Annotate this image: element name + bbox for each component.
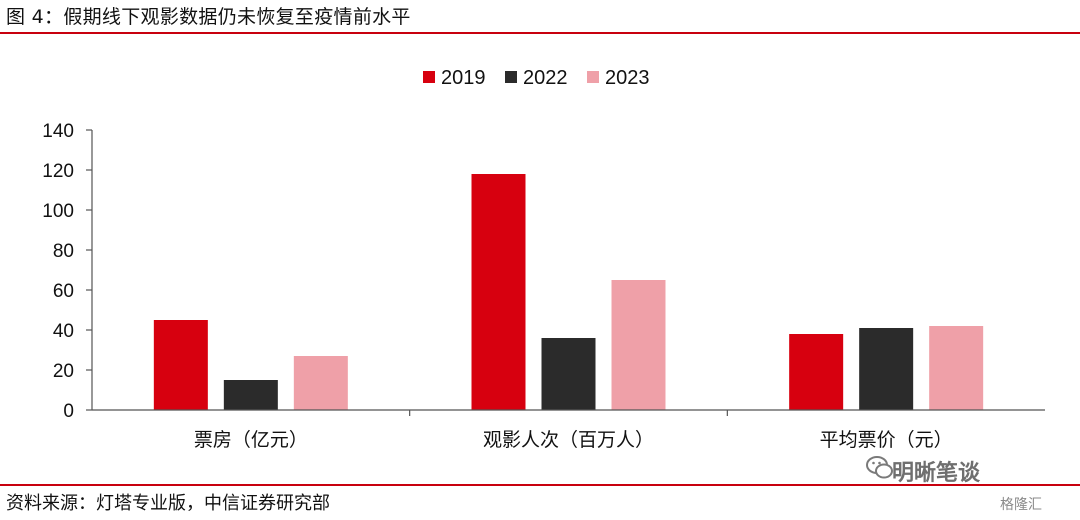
bar-2023-1	[611, 280, 666, 410]
y-tick-label: 40	[53, 321, 74, 342]
bar-2022-0	[223, 380, 278, 410]
source-note: 资料来源：灯塔专业版，中信证券研究部	[6, 493, 330, 514]
bar-2019-2	[789, 334, 844, 410]
figure-title: 图 4：假期线下观影数据仍未恢复至疫情前水平	[6, 6, 411, 28]
bar-2023-2	[929, 326, 984, 410]
y-tick-label: 0	[63, 401, 74, 422]
y-tick-label: 20	[53, 361, 74, 382]
bar-2022-2	[859, 328, 914, 410]
watermark-text: 明晰笔谈	[892, 461, 981, 486]
x-axis: 票房（亿元） 观影人次（百万人） 平均票价（元）	[92, 409, 1045, 451]
bar-chart: 2019 2022 2023 0 20 40 60 80 100 120 140 票房（亿元） 观影…	[42, 67, 1045, 451]
legend: 2019 2022 2023	[423, 67, 650, 89]
legend-label: 2023	[605, 67, 650, 89]
bar-2019-1	[471, 174, 526, 410]
legend-label: 2022	[523, 67, 568, 89]
y-tick-label: 80	[53, 241, 74, 262]
legend-swatch-2023	[587, 71, 599, 83]
bar-2022-1	[541, 338, 596, 410]
x-category-label: 平均票价（元）	[820, 429, 953, 451]
bottom-rule	[0, 484, 1080, 486]
legend-swatch-2022	[505, 71, 517, 83]
y-tick-label: 100	[42, 201, 74, 222]
bars	[153, 174, 984, 410]
top-rule	[0, 32, 1080, 34]
wechat-icon	[866, 456, 893, 479]
x-category-label: 票房（亿元）	[194, 429, 308, 451]
legend-swatch-2019	[423, 71, 435, 83]
y-tick-label: 60	[53, 281, 74, 302]
bar-2019-0	[153, 320, 208, 410]
logo-text: 格隆汇	[1000, 497, 1042, 513]
legend-label: 2019	[441, 67, 486, 89]
y-axis: 0 20 40 60 80 100 120 140	[42, 121, 93, 422]
y-tick-label: 140	[42, 121, 74, 142]
y-tick-label: 120	[42, 161, 74, 182]
bar-2023-0	[293, 356, 348, 410]
x-category-label: 观影人次（百万人）	[483, 429, 654, 451]
